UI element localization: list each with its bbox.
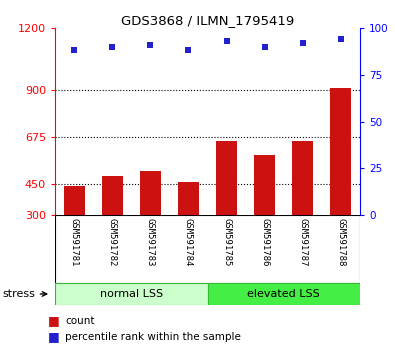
Text: GSM591787: GSM591787 (298, 218, 307, 267)
Text: GSM591786: GSM591786 (260, 218, 269, 267)
Point (185, 47, 192, 53)
Text: elevated LSS: elevated LSS (247, 289, 320, 299)
Point (224, 38, 230, 44)
Bar (178, 182, 199, 215)
Point (338, 36, 344, 42)
Text: percentile rank within the sample: percentile rank within the sample (65, 332, 241, 342)
Bar (140, 171, 161, 215)
Bar (254, 155, 275, 215)
Text: GSM591781: GSM591781 (70, 218, 79, 267)
Text: ■: ■ (47, 314, 59, 327)
Point (300, 40, 306, 46)
Point (109, 44, 115, 50)
Text: GSM591783: GSM591783 (146, 218, 155, 267)
Bar (331, 88, 352, 215)
Point (147, 42, 154, 48)
Point (261, 44, 268, 50)
Bar (292, 141, 313, 215)
Text: GSM591782: GSM591782 (108, 218, 117, 267)
Text: count: count (65, 316, 95, 326)
Text: GSM591785: GSM591785 (222, 218, 231, 267)
Text: GSM591784: GSM591784 (184, 218, 193, 267)
Text: ■: ■ (47, 330, 59, 343)
Text: normal LSS: normal LSS (100, 289, 163, 299)
Text: stress: stress (2, 289, 35, 299)
Text: GSM591788: GSM591788 (337, 218, 346, 267)
Bar (55, 283, 207, 305)
Bar (64, 186, 85, 215)
Point (71, 47, 77, 53)
Bar (216, 141, 237, 215)
Bar (207, 283, 360, 305)
Title: GDS3868 / ILMN_1795419: GDS3868 / ILMN_1795419 (121, 14, 294, 27)
Bar (102, 176, 123, 215)
